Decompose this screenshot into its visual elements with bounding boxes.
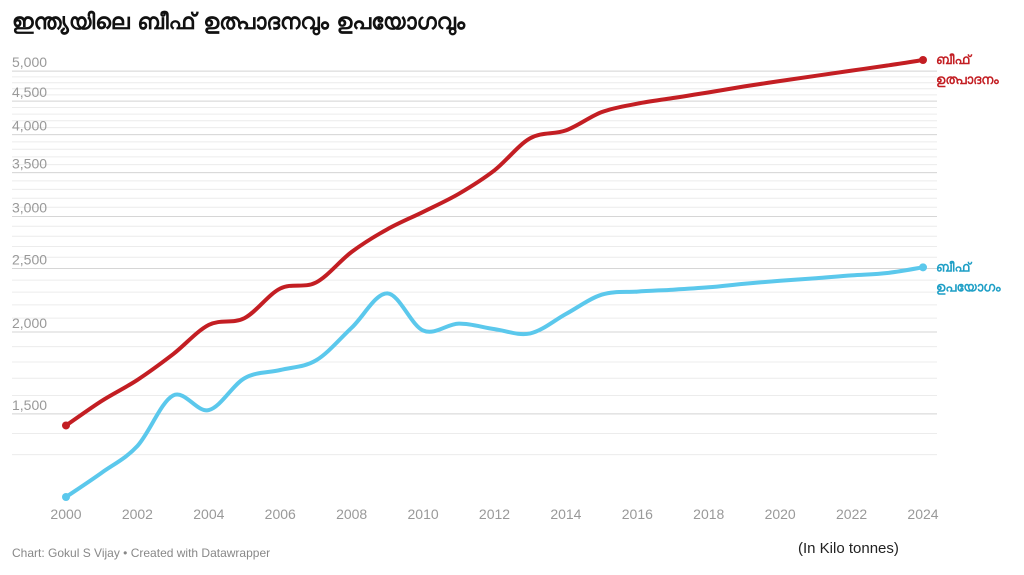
x-tick-label: 2000 xyxy=(50,506,81,522)
y-tick-label: 3,000 xyxy=(12,200,47,216)
x-tick-label: 2016 xyxy=(622,506,653,522)
y-axis-ticks: 1,500 2,000 2,500 3,000 3,500 4,000 4,500 5,000 xyxy=(12,54,47,413)
x-tick-label: 2006 xyxy=(265,506,296,522)
x-axis-ticks: 2000 2002 2004 2006 2008 2010 2012 2014 2016 2018… xyxy=(50,506,938,522)
x-tick-label: 2004 xyxy=(193,506,224,522)
chart-credit: Chart: Gokul S Vijay xyxy=(12,546,120,560)
x-tick-label: 2012 xyxy=(479,506,510,522)
x-tick-label: 2014 xyxy=(550,506,581,522)
consumption-start-point xyxy=(62,493,70,501)
minor-gridlines xyxy=(12,70,937,456)
chart-footer: Chart: Gokul S Vijay • Created with Data… xyxy=(12,546,270,560)
production-label: ബീഫ് xyxy=(936,52,972,68)
x-tick-label: 2020 xyxy=(765,506,796,522)
major-gridlines xyxy=(12,70,937,415)
production-end-point xyxy=(919,56,927,64)
y-tick-label: 4,000 xyxy=(12,118,47,134)
series-lines xyxy=(62,56,927,501)
x-tick-label: 2002 xyxy=(122,506,153,522)
consumption-end-point xyxy=(919,263,927,272)
chart-title: ഇന്ത്യയിലെ ബീഫ് ഉത്പാദനവും ഉപയോഗവും xyxy=(12,10,466,35)
consumption-line xyxy=(64,265,925,499)
unit-note: (In Kilo tonnes) xyxy=(798,540,899,557)
consumption-label: ഉപയോഗം xyxy=(936,280,1001,295)
footer-separator: • xyxy=(123,546,128,560)
y-tick-label: 2,500 xyxy=(12,251,47,267)
y-tick-label: 4,500 xyxy=(12,84,47,100)
x-tick-label: 2010 xyxy=(408,506,439,522)
x-tick-label: 2024 xyxy=(907,506,938,522)
x-tick-label: 2008 xyxy=(336,506,367,522)
y-tick-label: 5,000 xyxy=(12,54,47,70)
production-start-point xyxy=(62,421,70,430)
y-tick-label: 3,500 xyxy=(12,156,47,172)
x-tick-label: 2018 xyxy=(693,506,724,522)
datawrapper-credit: Created with Datawrapper xyxy=(130,546,271,560)
series-labels: ബീഫ് ഉത്പാദനം ബീഫ് ഉപയോഗം xyxy=(936,52,1001,295)
y-tick-label: 1,500 xyxy=(12,397,47,413)
production-line xyxy=(64,58,925,428)
x-tick-label: 2022 xyxy=(836,506,867,522)
production-label: ഉത്പാദനം xyxy=(936,73,999,88)
consumption-label: ബീഫ് xyxy=(936,259,972,275)
y-tick-label: 2,000 xyxy=(12,315,47,331)
